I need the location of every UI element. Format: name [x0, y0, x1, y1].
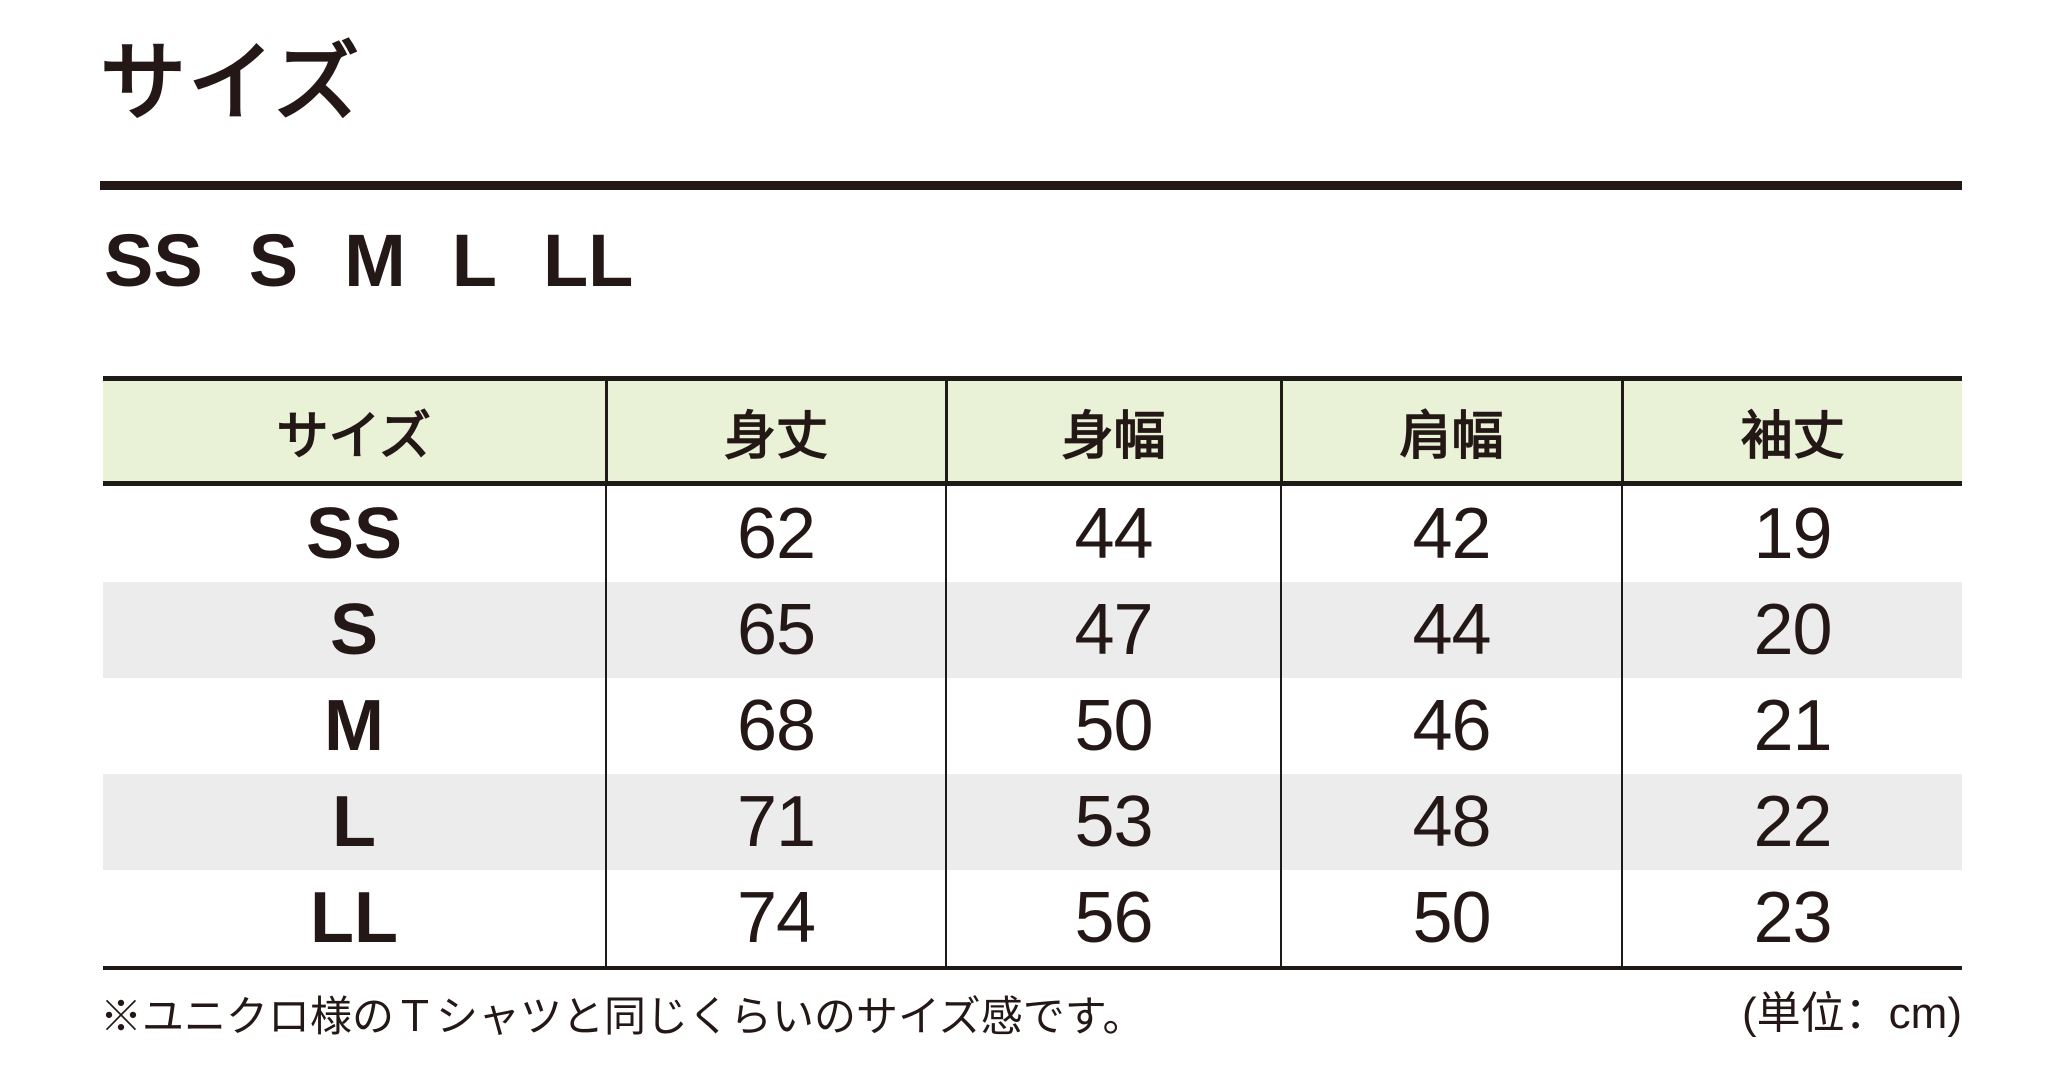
size-option-m: M — [344, 219, 406, 302]
value-cell: 23 — [1621, 870, 1962, 970]
column-header-body-length: 身丈 — [604, 376, 946, 486]
size-option-l: L — [451, 219, 497, 302]
value-cell: 62 — [605, 483, 946, 582]
size-label-cell: S — [329, 590, 379, 670]
size-options: SS S M L LL — [104, 224, 633, 298]
value-cell: 50 — [945, 678, 1281, 774]
value-cell: 19 — [1621, 483, 1962, 582]
table-row: L 71 53 48 22 — [103, 774, 1962, 870]
column-header-sleeve-length: 袖丈 — [1620, 376, 1962, 486]
table-row: SS 62 44 42 19 — [103, 483, 1962, 582]
size-option-ss: SS — [104, 219, 203, 302]
note-sizing: ※ユニクロ様のＴシャツと同じくらいのサイズ感です。 — [100, 993, 1145, 1040]
table-row: LL 74 56 50 23 — [103, 870, 1962, 970]
value-cell: 50 — [1280, 870, 1622, 970]
value-cell: 22 — [1621, 774, 1962, 870]
value-cell: 21 — [1621, 678, 1962, 774]
table-row: S 65 47 44 20 — [103, 582, 1962, 678]
value-cell: 56 — [945, 870, 1281, 970]
column-header-body-width: 身幅 — [944, 376, 1281, 486]
size-label-cell: L — [332, 782, 376, 862]
table-row: M 68 50 46 21 — [103, 678, 1962, 774]
value-cell: 44 — [945, 483, 1281, 582]
value-cell: 74 — [605, 870, 946, 970]
table-header-row: サイズ 身丈 身幅 肩幅 袖丈 — [103, 376, 1962, 486]
size-label-cell: SS — [305, 494, 403, 574]
value-cell: 48 — [1280, 774, 1622, 870]
value-cell: 42 — [1280, 483, 1622, 582]
size-label-cell: LL — [103, 870, 606, 970]
size-option-ll: LL — [542, 219, 634, 302]
value-cell: 44 — [1280, 582, 1622, 678]
value-cell: 20 — [1621, 582, 1962, 678]
value-cell: 47 — [945, 582, 1281, 678]
column-header-size: サイズ — [103, 376, 606, 486]
size-label-cell: M — [324, 686, 384, 766]
size-option-s: S — [248, 219, 299, 302]
value-cell: 68 — [605, 678, 946, 774]
value-cell: 53 — [945, 774, 1281, 870]
page-title: サイズ — [100, 35, 362, 131]
value-cell: 71 — [605, 774, 946, 870]
note-unit: (単位：cm) — [1742, 989, 1962, 1038]
title-underline — [100, 181, 1962, 190]
value-cell: 46 — [1280, 678, 1622, 774]
value-cell: 65 — [605, 582, 946, 678]
size-table: サイズ 身丈 身幅 肩幅 袖丈 SS 62 44 42 19 S 65 47 4… — [103, 376, 1962, 970]
column-header-shoulder-width: 肩幅 — [1279, 376, 1622, 486]
